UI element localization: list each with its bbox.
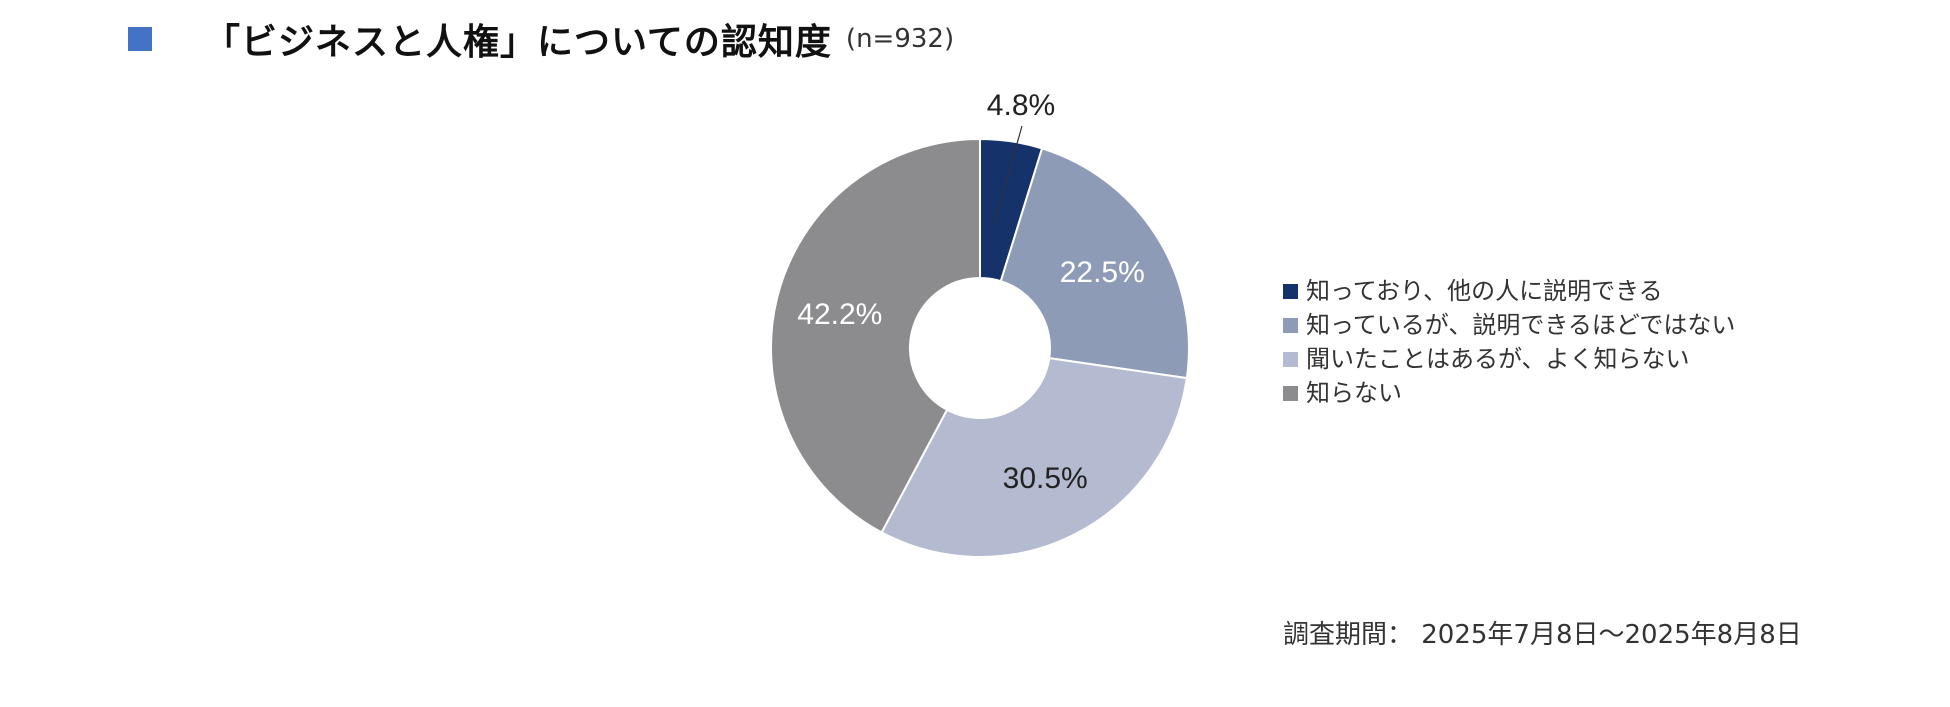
survey-period: 調査期間： 2025年7月8日～2025年8月8日 [1283, 620, 1802, 650]
legend-label-1: 知っており、他の人に説明できる [1306, 277, 1663, 305]
legend-label-4: 知らない [1306, 379, 1402, 407]
legend-label-3: 聞いたことはあるが、よく知らない [1306, 345, 1690, 373]
data-label-4: 42.2% [797, 298, 882, 331]
title-square-icon [128, 27, 152, 51]
chart-title: 「ビジネスと人権」についての認知度 [204, 22, 832, 63]
legend-item-3: 聞いたことはあるが、よく知らない [1283, 342, 1735, 376]
legend-swatch-3 [1283, 351, 1298, 367]
legend-item-4: 知らない [1283, 376, 1735, 410]
legend-label-2: 知っているが、説明できるほどではない [1306, 311, 1736, 339]
chart-legend: 知っており、他の人に説明できる知っているが、説明できるほどではない 聞いたことはあ… [1283, 274, 1735, 410]
data-label-2: 22.5% [1060, 256, 1145, 289]
donut-slice-4 [770, 137, 981, 534]
legend-item-2: 知っているが、説明できるほどではない [1283, 308, 1735, 342]
legend-swatch-2 [1283, 317, 1298, 333]
data-label-3: 30.5% [1003, 462, 1088, 495]
sample-size: (n=932) [845, 24, 955, 54]
legend-swatch-1 [1283, 283, 1298, 299]
donut-slice-2 [999, 147, 1190, 380]
legend-item-1: 知っており、他の人に説明できる [1283, 274, 1735, 308]
leader-line-1 [993, 125, 1023, 224]
data-label-1: 4.8% [987, 89, 1055, 122]
donut-slice-3 [880, 356, 1188, 558]
legend-swatch-4 [1283, 385, 1298, 401]
chart-title-row: 「ビジネスと人権」についての認知度 (n=932) [128, 14, 954, 64]
